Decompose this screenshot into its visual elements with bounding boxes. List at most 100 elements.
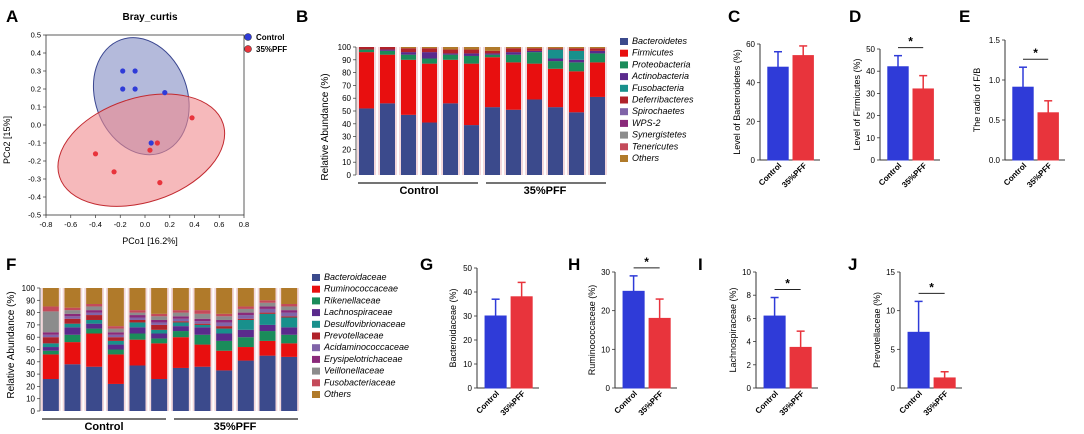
F-segment-fusobacteriaceae: [42, 306, 59, 312]
F-legend-label: Fusobacteriaceae: [324, 377, 396, 387]
F-segment-desulfovibrionaceae: [86, 319, 103, 324]
panel-d-y-tick-label: 30: [866, 89, 875, 98]
F-segment-prevotellaceae: [129, 319, 146, 323]
panel-e-bar-control: [1012, 86, 1034, 161]
B-segment-others: [569, 47, 584, 49]
F-segment-lachnospiraceae: [129, 327, 146, 334]
panel-j-bar-35pff: [933, 377, 956, 389]
B-segment-bacteroidetes: [464, 125, 479, 175]
panel-d-y-tick-label: 0: [871, 156, 876, 165]
F-segment-rikenellaceae: [107, 349, 124, 355]
B-segment-others: [527, 47, 542, 49]
F-segment-others: [64, 288, 81, 308]
F-y-tick-label: 60: [26, 333, 35, 342]
B-segment-bacteroidetes: [548, 107, 563, 175]
F-segment-fusobacteriaceae: [86, 303, 103, 307]
F-segment-others: [194, 288, 211, 311]
pcoa-x-tick-label: -0.8: [40, 220, 53, 229]
F-segment-erysipelotrichaceae: [64, 313, 81, 317]
panel-h-bar-35pff: [648, 317, 671, 389]
B-y-tick-label: 90: [342, 56, 351, 65]
B-segment-deferribacteres: [401, 48, 416, 53]
B-segment-others: [443, 47, 458, 50]
F-segment-lachnospiraceae: [172, 326, 189, 332]
B-y-tick-label: 70: [342, 81, 351, 90]
pcoa-x-tick-label: 0.2: [165, 220, 175, 229]
B-segment-firmicutes: [548, 68, 563, 108]
B-segment-deferribacteres: [548, 48, 563, 50]
F-segment-bacteroidaceae: [129, 365, 146, 411]
F-legend-label: Veillonellaceae: [324, 366, 384, 376]
F-segment-rikenellaceae: [151, 338, 168, 344]
F-legend-swatch: [312, 367, 320, 375]
F-segment-fusobacteriaceae: [216, 313, 233, 317]
panel-i-y-tick-label: 8: [747, 291, 752, 300]
B-segment-actinobacteria: [380, 49, 395, 51]
B-segment-bacteroidetes: [443, 103, 458, 175]
panel-g-bar-control: [484, 315, 507, 389]
B-segment-proteobacteria: [443, 54, 458, 60]
pff-sample-point: [189, 115, 195, 121]
panel-i-significance-star: *: [785, 277, 790, 291]
B-segment-others: [401, 47, 416, 49]
B-segment-proteobacteria: [527, 52, 542, 64]
F-segment-fusobacteriaceae: [281, 303, 298, 307]
panel-letter-e: E: [959, 7, 970, 26]
F-y-tick-label: 10: [26, 395, 35, 404]
F-segment-lachnospiraceae: [237, 329, 254, 338]
B-segment-bacteroidetes: [401, 114, 416, 175]
F-segment-rikenellaceae: [259, 331, 276, 341]
panel-f-ylabel: Relative Abundance (%): [6, 291, 17, 398]
B-y-tick-label: 20: [342, 145, 351, 154]
panel-e-y-tick-label: 1.5: [989, 36, 1001, 45]
panel-d-y-tick-label: 40: [866, 67, 875, 76]
B-segment-proteobacteria: [569, 62, 584, 72]
legend-label-35pff: 35%PFF: [256, 45, 287, 54]
F-segment-fusobacteriaceae: [194, 310, 211, 314]
B-legend-swatch: [620, 84, 628, 92]
pcoa-y-tick-label: -0.3: [28, 175, 41, 184]
B-y-tick-label: 60: [342, 94, 351, 103]
F-legend-swatch: [312, 379, 320, 387]
B-y-tick-label: 50: [342, 107, 351, 116]
pcoa-y-tick-label: 0.3: [31, 67, 41, 76]
panel-d-bar-control: [887, 66, 909, 161]
F-segment-others: [281, 288, 298, 304]
F-segment-veillonellaceae: [259, 302, 276, 307]
F-segment-bacteroidaceae: [86, 366, 103, 411]
B-y-tick-label: 100: [338, 43, 352, 52]
F-legend-swatch: [312, 285, 320, 293]
F-segment-ruminococcaceae: [42, 354, 59, 380]
panel-j-y-tick-label: 10: [886, 307, 895, 316]
pcoa-x-tick-label: -0.4: [89, 220, 102, 229]
F-y-tick-label: 80: [26, 309, 35, 318]
B-y-tick-label: 0: [347, 171, 352, 180]
legend-label-control: Control: [256, 33, 284, 42]
F-legend-swatch: [312, 332, 320, 340]
F-segment-fusobacteriaceae: [107, 326, 124, 329]
B-segment-fusobacteria: [569, 50, 584, 60]
F-segment-rikenellaceae: [281, 334, 298, 344]
F-segment-rikenellaceae: [194, 334, 211, 345]
panel-i-bar-control: [763, 315, 786, 389]
B-legend-swatch: [620, 155, 628, 162]
F-legend-label: Ruminococcaceae: [324, 284, 398, 294]
panel-j-y-tick-label: 5: [891, 345, 896, 354]
B-segment-deferribacteres: [359, 47, 374, 50]
F-segment-desulfovibrionaceae: [216, 328, 233, 334]
F-legend-label: Erysipelotrichaceae: [324, 354, 403, 364]
F-segment-erysipelotrichaceae: [129, 315, 146, 318]
B-segment-actinobacteria: [590, 50, 605, 54]
panel-j-y-tick-label: 15: [886, 268, 895, 277]
panel-i-x-tick-label: Control: [754, 389, 780, 415]
B-legend-label: Spirochaetes: [632, 106, 685, 116]
panel-i-bar-35pff: [789, 346, 812, 389]
B-segment-bacteroidetes: [506, 109, 521, 175]
pcoa-chart: -0.8 -0.6 -0.4 -0.2 0.0 0.2 0.4 0.6 0.8 0.5 0.4 0.3…: [28, 31, 249, 230]
B-segment-proteobacteria: [380, 50, 395, 55]
F-y-tick-label: 40: [26, 358, 35, 367]
F-segment-acidaminococcaceae: [237, 315, 254, 319]
F-segment-ruminococcaceae: [237, 347, 254, 361]
pcoa-y-tick-label: 0.1: [31, 103, 41, 112]
B-legend-label: Firmicutes: [632, 48, 674, 58]
